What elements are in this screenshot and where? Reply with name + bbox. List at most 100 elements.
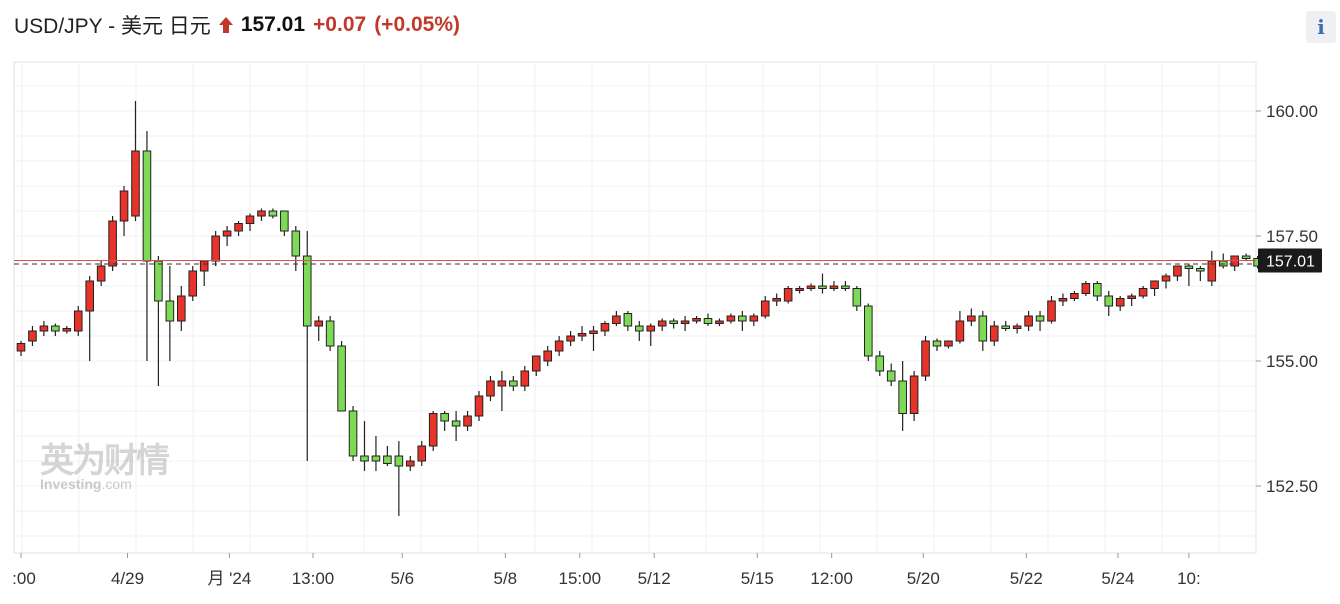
- candle[interactable]: [142, 131, 152, 361]
- candle[interactable]: [1058, 293, 1068, 307]
- candle[interactable]: [222, 226, 232, 246]
- candle[interactable]: [1024, 311, 1033, 331]
- candle[interactable]: [669, 318, 678, 329]
- candle[interactable]: [1150, 280, 1159, 296]
- candle[interactable]: [909, 371, 919, 421]
- candle[interactable]: [428, 411, 438, 451]
- candle[interactable]: [944, 340, 953, 349]
- candle[interactable]: [39, 321, 49, 336]
- candle[interactable]: [440, 411, 449, 431]
- candle[interactable]: [543, 346, 553, 366]
- candle[interactable]: [131, 101, 140, 221]
- candle[interactable]: [875, 351, 885, 376]
- candle[interactable]: [28, 326, 37, 346]
- candle[interactable]: [600, 321, 610, 336]
- candle[interactable]: [1035, 311, 1045, 331]
- candle[interactable]: [154, 256, 163, 386]
- candle[interactable]: [783, 286, 793, 304]
- candle[interactable]: [463, 411, 472, 431]
- candle[interactable]: [474, 391, 484, 421]
- candle[interactable]: [1001, 321, 1011, 331]
- candle[interactable]: [1104, 291, 1114, 316]
- candle[interactable]: [337, 341, 346, 412]
- candle[interactable]: [302, 231, 312, 461]
- candle[interactable]: [726, 313, 736, 324]
- candle[interactable]: [257, 208, 266, 222]
- info-button[interactable]: i: [1306, 11, 1336, 43]
- candle[interactable]: [1138, 286, 1148, 299]
- candle[interactable]: [989, 321, 999, 346]
- candle[interactable]: [1173, 265, 1182, 281]
- candle[interactable]: [280, 210, 289, 236]
- candle[interactable]: [818, 273, 827, 294]
- candle[interactable]: [451, 411, 461, 441]
- candle[interactable]: [1161, 273, 1171, 289]
- candle[interactable]: [360, 421, 369, 471]
- candle[interactable]: [1012, 323, 1022, 334]
- candle[interactable]: [199, 260, 209, 286]
- candle[interactable]: [864, 303, 873, 362]
- candle[interactable]: [417, 441, 427, 466]
- candle[interactable]: [921, 336, 930, 381]
- candle[interactable]: [967, 308, 976, 327]
- candle[interactable]: [749, 313, 759, 327]
- candle[interactable]: [51, 323, 60, 337]
- candle[interactable]: [715, 318, 724, 327]
- candle[interactable]: [829, 281, 839, 291]
- candle[interactable]: [96, 261, 106, 286]
- candle[interactable]: [108, 216, 117, 271]
- candle[interactable]: [635, 321, 644, 341]
- candle[interactable]: [703, 313, 713, 327]
- candle[interactable]: [1241, 253, 1251, 262]
- candle[interactable]: [520, 366, 530, 391]
- candle[interactable]: [657, 318, 667, 332]
- candle[interactable]: [623, 311, 633, 331]
- candle[interactable]: [73, 306, 83, 336]
- candle[interactable]: [978, 311, 988, 351]
- candle[interactable]: [1081, 281, 1091, 296]
- candle[interactable]: [1196, 266, 1205, 281]
- candle[interactable]: [497, 371, 507, 411]
- candle[interactable]: [188, 266, 198, 301]
- candle[interactable]: [348, 406, 358, 461]
- candle[interactable]: [680, 316, 690, 331]
- candle[interactable]: [554, 336, 564, 356]
- candle[interactable]: [406, 456, 415, 471]
- candle[interactable]: [589, 326, 598, 351]
- candle[interactable]: [566, 331, 575, 346]
- candle[interactable]: [62, 326, 72, 334]
- candle[interactable]: [806, 283, 816, 292]
- candle[interactable]: [1115, 296, 1125, 311]
- candle[interactable]: [314, 316, 323, 341]
- candle[interactable]: [577, 326, 587, 341]
- candle[interactable]: [760, 296, 770, 319]
- candle[interactable]: [955, 311, 965, 344]
- candle[interactable]: [268, 208, 278, 219]
- candle[interactable]: [772, 293, 782, 307]
- candle[interactable]: [1207, 251, 1217, 286]
- candle[interactable]: [371, 436, 381, 471]
- candle[interactable]: [692, 316, 701, 324]
- candle[interactable]: [1127, 293, 1136, 307]
- candle[interactable]: [646, 323, 656, 347]
- candle[interactable]: [234, 221, 243, 236]
- candle[interactable]: [612, 311, 621, 326]
- candle[interactable]: [394, 441, 404, 516]
- candle[interactable]: [165, 266, 175, 361]
- candle[interactable]: [85, 276, 95, 361]
- candle[interactable]: [1070, 291, 1079, 301]
- candle[interactable]: [119, 186, 129, 236]
- candle[interactable]: [795, 286, 804, 294]
- candle[interactable]: [177, 286, 186, 331]
- candle[interactable]: [852, 286, 862, 311]
- candle[interactable]: [1047, 296, 1056, 324]
- candle[interactable]: [1093, 281, 1102, 301]
- candle[interactable]: [325, 316, 335, 351]
- candle[interactable]: [245, 213, 255, 232]
- candle[interactable]: [509, 376, 518, 391]
- candle[interactable]: [1184, 263, 1194, 287]
- candle[interactable]: [738, 311, 747, 331]
- candle[interactable]: [486, 376, 495, 401]
- candle[interactable]: [383, 446, 392, 466]
